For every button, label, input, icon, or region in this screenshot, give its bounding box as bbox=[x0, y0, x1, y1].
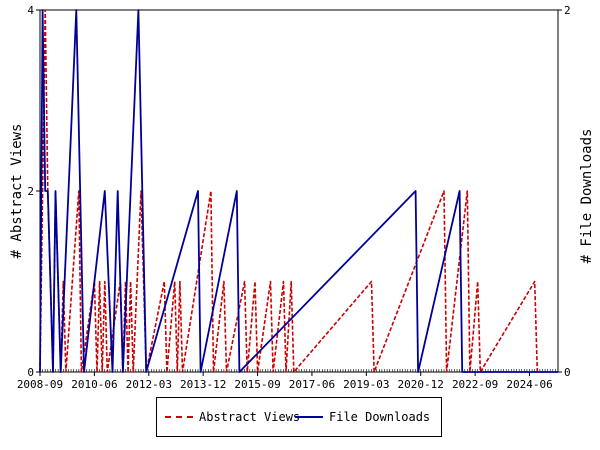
x-tick-label: 2022-09 bbox=[452, 378, 498, 391]
x-tick-label: 2008-09 bbox=[17, 378, 63, 391]
y-left-tick-label: 4 bbox=[27, 4, 34, 17]
y-right-tick-label: 2 bbox=[564, 4, 571, 17]
y-axis-left-label: # Abstract Views bbox=[9, 124, 25, 259]
x-tick-label: 2024-06 bbox=[506, 378, 552, 391]
x-tick-label: 2015-09 bbox=[234, 378, 280, 391]
legend-label-file-downloads: File Downloads bbox=[329, 410, 431, 424]
legend-item-abstract-views: Abstract Views bbox=[165, 410, 300, 424]
series-layer bbox=[39, 9, 558, 373]
x-tick-label: 2019-03 bbox=[343, 378, 389, 391]
y-right-axis-ticks: 02 bbox=[558, 4, 571, 379]
x-tick-label: 2017-06 bbox=[289, 378, 335, 391]
x-tick-label: 2020-12 bbox=[398, 378, 444, 391]
y-left-tick-label: 2 bbox=[27, 185, 34, 198]
y-left-tick-label: 0 bbox=[27, 366, 34, 379]
x-axis-ticks: 2008-09 2010-06 2012-03 2013-12 2015-09 2017-… bbox=[17, 372, 553, 391]
legend-item-file-downloads: File Downloads bbox=[295, 410, 430, 424]
x-tick-label: 2010-06 bbox=[71, 378, 117, 391]
series-line-abstract-views bbox=[39, 9, 539, 373]
x-tick-label: 2013-12 bbox=[180, 378, 226, 391]
y-left-axis-ticks: 0 2 4 bbox=[27, 4, 40, 379]
y-axis-right-label: # File Downloads bbox=[579, 129, 595, 264]
legend: Abstract Views File Downloads bbox=[156, 397, 442, 437]
legend-swatch-abstract-views bbox=[165, 416, 193, 418]
legend-swatch-file-downloads bbox=[295, 416, 323, 418]
x-tick-label: 2012-03 bbox=[126, 378, 172, 391]
y-right-tick-label: 0 bbox=[564, 366, 571, 379]
legend-label-abstract-views: Abstract Views bbox=[199, 410, 301, 424]
series-line-file-downloads bbox=[39, 9, 558, 373]
